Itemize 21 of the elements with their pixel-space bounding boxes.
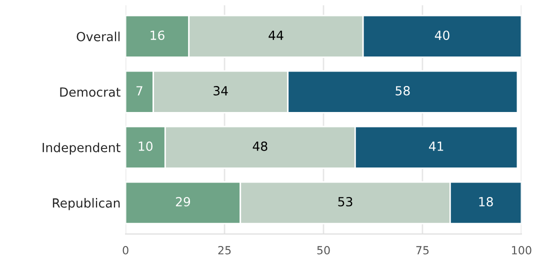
x-tick-label: 100	[512, 246, 532, 254]
x-tick-label: 0	[122, 246, 128, 254]
data-label: 18	[479, 196, 493, 206]
data-label: 34	[214, 86, 228, 96]
data-label: 48	[252, 142, 268, 151]
y-tick-label: Overall	[76, 32, 120, 42]
data-label: 29	[176, 196, 190, 206]
data-label: 53	[338, 196, 352, 206]
data-label: 7	[136, 86, 142, 96]
data-label: 41	[428, 142, 444, 151]
y-tick-label: Republican	[52, 198, 120, 210]
y-tick-label: Independent	[42, 142, 120, 155]
y-tick-label: Democrat	[60, 88, 120, 97]
data-label: 40	[434, 30, 450, 40]
x-tick-label: 75	[416, 246, 429, 254]
data-label: 44	[268, 30, 284, 40]
x-tick-label: 25	[218, 246, 231, 254]
x-tick-label: 50	[317, 246, 330, 254]
data-label: 10	[138, 142, 152, 151]
data-label: 58	[396, 86, 410, 96]
data-label: 16	[150, 30, 164, 40]
